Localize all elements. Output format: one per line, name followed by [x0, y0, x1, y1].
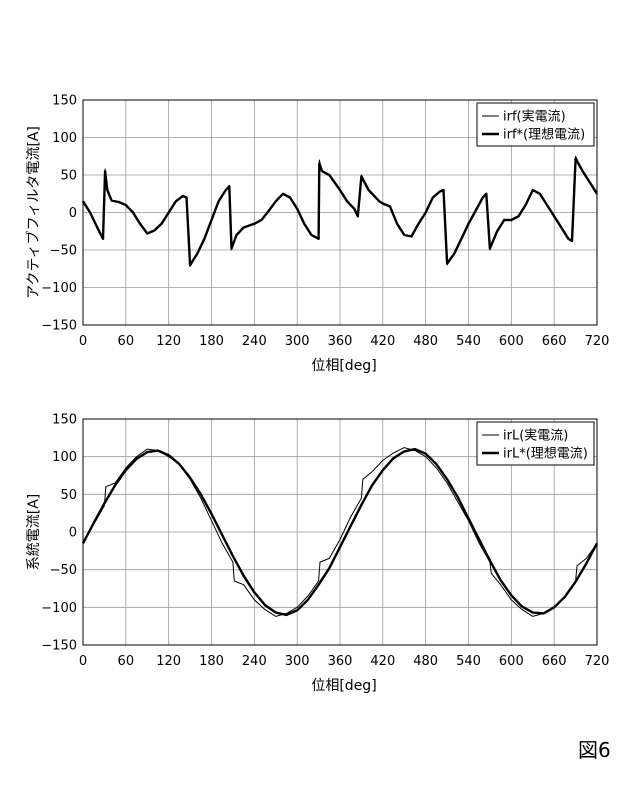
y-tick-label: −50 [50, 563, 77, 578]
x-tick-label: 420 [370, 654, 395, 669]
x-tick-label: 0 [79, 654, 87, 669]
x-tick-label: 660 [542, 334, 567, 349]
y-tick-label: 0 [69, 206, 77, 221]
x-tick-labels: 0 60 120 180 240 300 360 420 480 540 600 660 720 [79, 654, 610, 669]
y-axis-label: 系統電流[A] [26, 494, 42, 571]
y-tick-label: −50 [50, 244, 77, 259]
y-tick-label: 0 [69, 526, 77, 541]
x-tick-label: 0 [79, 334, 87, 349]
y-tick-labels: 150 100 50 0 −50 −100 −150 [41, 94, 77, 334]
legend-label-irf-ideal: irf*(理想電流) [503, 127, 585, 143]
y-tick-label: 50 [60, 169, 77, 184]
x-tick-label: 180 [199, 654, 224, 669]
y-tick-label: 50 [60, 488, 77, 503]
x-tick-label: 60 [118, 334, 135, 349]
y-tick-label: 100 [52, 131, 77, 146]
y-tick-label: −100 [41, 281, 77, 296]
x-tick-label: 240 [242, 654, 267, 669]
x-axis-label: 位相[deg] [311, 678, 376, 694]
x-tick-label: 180 [199, 334, 224, 349]
legend-label-irf-actual: irf(実電流) [503, 109, 566, 125]
x-axis-label: 位相[deg] [311, 358, 376, 374]
x-tick-label: 720 [585, 334, 610, 349]
x-tick-label: 120 [156, 654, 181, 669]
x-tick-label: 360 [328, 334, 353, 349]
x-tick-label: 300 [285, 334, 310, 349]
x-tick-label: 420 [370, 334, 395, 349]
x-tick-label: 60 [118, 654, 135, 669]
legend: irf(実電流) irf*(理想電流) [477, 103, 594, 146]
figure-label: 図6 [578, 738, 611, 762]
x-tick-labels: 0 60 120 180 240 300 360 420 480 540 600 660 720 [79, 334, 610, 349]
y-tick-label: −150 [41, 319, 77, 334]
chart-grid-current: 0 60 120 180 240 300 360 420 480 540 600 660 720 150… [26, 413, 609, 695]
x-tick-label: 600 [499, 654, 524, 669]
x-tick-label: 540 [456, 654, 481, 669]
x-tick-label: 600 [499, 334, 524, 349]
y-tick-label: 100 [52, 450, 77, 465]
y-tick-label: −100 [41, 601, 77, 616]
y-tick-labels: 150 100 50 0 −50 −100 −150 [41, 413, 77, 654]
legend-label-irl-ideal: irL*(理想電流) [503, 446, 588, 462]
x-tick-label: 300 [285, 654, 310, 669]
x-tick-label: 720 [585, 654, 610, 669]
legend: irL(実電流) irL*(理想電流) [477, 422, 594, 465]
x-tick-label: 120 [156, 334, 181, 349]
y-tick-label: 150 [52, 413, 77, 428]
x-tick-label: 660 [542, 654, 567, 669]
x-tick-label: 240 [242, 334, 267, 349]
y-axis-label: アクティブフィルタ電流[A] [25, 126, 42, 299]
y-tick-label: −150 [41, 639, 77, 654]
legend-label-irl-actual: irL(実電流) [503, 428, 568, 444]
x-tick-label: 360 [328, 654, 353, 669]
x-tick-label: 480 [413, 654, 438, 669]
x-tick-label: 540 [456, 334, 481, 349]
y-tick-label: 150 [52, 94, 77, 109]
x-tick-label: 480 [413, 334, 438, 349]
chart-active-filter-current: 0 60 120 180 240 300 360 420 480 540 600 660 720 150… [25, 94, 609, 375]
